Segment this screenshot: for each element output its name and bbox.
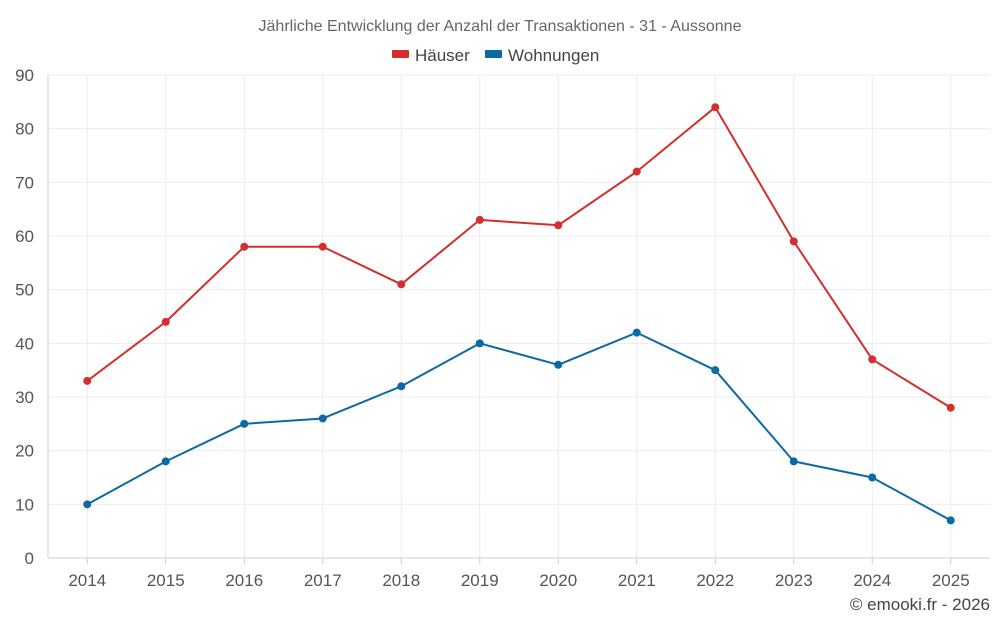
x-tick-label: 2016 bbox=[225, 571, 263, 590]
x-tick-label: 2022 bbox=[696, 571, 734, 590]
data-point-haeuser[interactable] bbox=[318, 242, 327, 251]
credit-text: © emooki.fr - 2026 bbox=[850, 595, 990, 614]
data-point-wohnungen[interactable] bbox=[240, 419, 249, 428]
series-group bbox=[83, 103, 955, 525]
data-point-haeuser[interactable] bbox=[946, 403, 955, 412]
x-axis-ticks: 2014 2015 2016 2017 2018 2019 2020 2021 2022 2023… bbox=[68, 558, 970, 590]
x-tick-label: 2021 bbox=[618, 571, 656, 590]
data-point-wohnungen[interactable] bbox=[161, 457, 170, 466]
data-point-haeuser[interactable] bbox=[711, 103, 720, 112]
grid bbox=[47, 74, 990, 559]
chart-title: Jährliche Entwicklung der Anzahl der Tra… bbox=[259, 18, 742, 35]
data-point-haeuser[interactable] bbox=[789, 237, 798, 246]
data-point-wohnungen[interactable] bbox=[868, 473, 877, 482]
data-point-wohnungen[interactable] bbox=[946, 516, 955, 525]
data-point-haeuser[interactable] bbox=[868, 355, 877, 364]
data-point-wohnungen[interactable] bbox=[397, 382, 406, 391]
x-tick-label: 2023 bbox=[775, 571, 813, 590]
y-tick-label: 50 bbox=[15, 281, 34, 300]
legend-swatch-wohnungen bbox=[485, 50, 502, 58]
y-tick-label: 30 bbox=[15, 388, 34, 407]
data-point-haeuser[interactable] bbox=[397, 280, 406, 289]
legend-swatch-haeuser bbox=[392, 50, 409, 58]
data-point-wohnungen[interactable] bbox=[554, 360, 563, 369]
x-tick-label: 2024 bbox=[853, 571, 891, 590]
data-point-haeuser[interactable] bbox=[554, 221, 563, 230]
data-point-haeuser[interactable] bbox=[240, 242, 249, 251]
series-line-haeuser bbox=[86, 106, 952, 409]
series-line-wohnungen bbox=[86, 331, 952, 522]
data-point-wohnungen[interactable] bbox=[475, 339, 484, 348]
y-tick-label: 80 bbox=[15, 120, 34, 139]
x-tick-label: 2017 bbox=[304, 571, 342, 590]
x-tick-label: 2019 bbox=[461, 571, 499, 590]
data-point-haeuser[interactable] bbox=[161, 317, 170, 326]
x-tick-label: 2020 bbox=[539, 571, 577, 590]
data-point-wohnungen[interactable] bbox=[318, 414, 327, 423]
x-tick-label: 2025 bbox=[932, 571, 970, 590]
y-tick-label: 90 bbox=[15, 66, 34, 85]
y-axis-ticks: 0 10 20 30 40 50 60 70 80 90 bbox=[15, 66, 34, 568]
y-tick-label: 20 bbox=[15, 442, 34, 461]
y-tick-label: 70 bbox=[15, 173, 34, 192]
y-tick-label: 40 bbox=[15, 334, 34, 353]
data-point-wohnungen[interactable] bbox=[83, 500, 92, 509]
x-tick-label: 2015 bbox=[147, 571, 185, 590]
data-point-haeuser[interactable] bbox=[475, 215, 484, 224]
data-point-wohnungen[interactable] bbox=[789, 457, 798, 466]
y-tick-label: 10 bbox=[15, 495, 34, 514]
x-tick-label: 2014 bbox=[68, 571, 106, 590]
data-point-haeuser[interactable] bbox=[83, 376, 92, 385]
x-tick-label: 2018 bbox=[382, 571, 420, 590]
data-point-wohnungen[interactable] bbox=[632, 328, 641, 337]
legend: Häuser Wohnungen bbox=[392, 46, 599, 65]
data-point-wohnungen[interactable] bbox=[711, 366, 720, 375]
y-tick-label: 60 bbox=[15, 227, 34, 246]
data-point-haeuser[interactable] bbox=[632, 167, 641, 176]
legend-label-wohnungen[interactable]: Wohnungen bbox=[508, 46, 599, 65]
legend-label-haeuser[interactable]: Häuser bbox=[415, 46, 470, 65]
y-tick-label: 0 bbox=[25, 549, 34, 568]
